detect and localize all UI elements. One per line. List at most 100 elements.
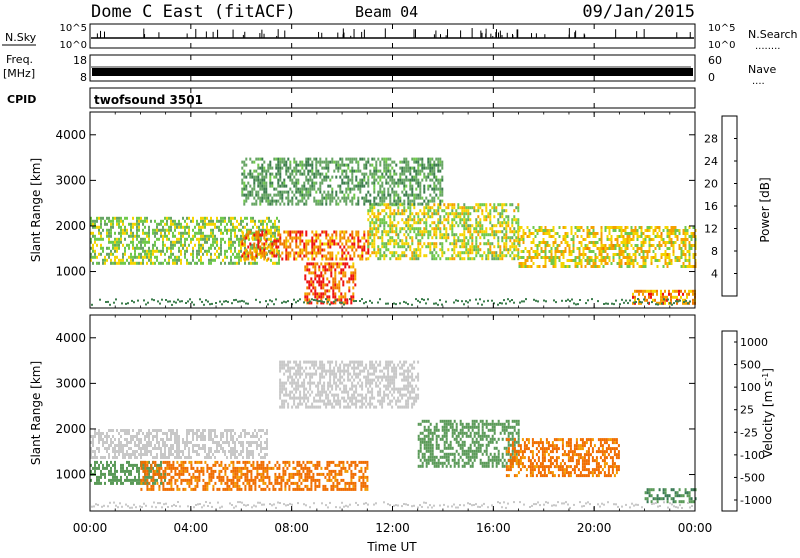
echo-cell [391,182,393,185]
echo-cell [220,247,222,250]
echo-cell [166,444,168,447]
echo-cell [687,302,689,304]
echo-cell [311,255,313,258]
echo-cell [134,247,136,250]
echo-cell [253,179,255,182]
echo-cell [403,182,405,185]
echo-cell [313,158,315,161]
echo-cell [200,217,202,220]
echo-cell [381,242,383,245]
echo-cell [439,242,441,245]
echo-cell [345,188,347,191]
echo-cell [138,235,140,238]
echo-cell [267,258,269,261]
echo-cell [271,300,273,302]
echo-cell [176,453,178,456]
echo-cell [417,182,419,185]
echo-cell [325,179,327,182]
echo-cell [156,223,158,226]
nave-dots: .... [752,76,765,87]
echo-cell [563,265,565,268]
echo-cell [627,235,629,238]
echo-cell [389,224,391,227]
echo-cell [220,447,222,450]
echo-cell [595,253,597,256]
echo-cell [118,241,120,244]
echo-cell [573,302,575,304]
echo-cell [601,256,603,259]
echo-cell [511,251,513,254]
echo-cell [565,265,567,268]
echo-cell [475,254,477,257]
echo-cell [114,247,116,250]
echo-cell [322,268,324,271]
echo-cell [693,265,695,268]
echo-cell [671,244,673,247]
echo-cell [395,194,397,197]
echo-cell [639,235,641,238]
echo-cell [469,224,471,227]
echo-cell [419,194,421,197]
echo-cell [275,173,277,176]
echo-cell [271,185,273,188]
echo-cell [615,300,617,302]
echo-cell [94,241,96,244]
echo-cell [638,293,640,296]
echo-cell [449,242,451,245]
echo-cell [357,237,359,240]
echo-cell [316,262,318,265]
echo-cell [236,456,238,459]
echo-cell [401,242,403,245]
echo-cell [297,200,299,203]
echo-cell [685,226,687,229]
echo-cell [238,253,240,256]
echo-cell [437,158,439,161]
echo-cell [252,450,254,453]
echo-cell [343,231,345,234]
echo-cell [625,244,627,247]
echo-cell [342,271,344,274]
echo-cell [247,194,249,197]
echo-cell [409,227,411,230]
echo-cell [387,188,389,191]
echo-cell [682,293,684,296]
echo-cell [339,167,341,170]
echo-cell [423,212,425,215]
echo-cell [459,239,461,242]
echo-cell [661,235,663,238]
echo-cell [575,226,577,229]
echo-cell [112,220,114,223]
echo-cell [94,253,96,256]
echo-cell [270,229,272,232]
echo-cell [433,173,435,176]
echo-cell [425,176,427,179]
echo-cell [293,167,295,170]
echo-cell [681,250,683,253]
echo-cell [405,236,407,239]
echo-cell [144,450,146,453]
echo-cell [334,268,336,271]
echo-cell [251,188,253,191]
echo-cell [324,262,326,265]
echo-cell [144,438,146,441]
echo-cell [401,161,403,164]
echo-cell [274,235,276,238]
echo-cell [319,161,321,164]
echo-cell [128,247,130,250]
echo-cell [214,253,216,256]
echo-cell [335,243,337,246]
echo-cell [545,232,547,235]
echo-cell [369,173,371,176]
echo-cell [352,262,354,265]
echo-cell [355,231,357,234]
echo-cell [212,241,214,244]
echo-cell [158,262,160,265]
echo-cell [375,251,377,254]
echo-cell [315,200,317,203]
echo-cell [232,453,234,456]
echo-cell [242,441,244,444]
echo-cell [409,248,411,251]
echo-cell [660,296,662,299]
echo-cell [609,259,611,262]
echo-cell [140,220,142,223]
